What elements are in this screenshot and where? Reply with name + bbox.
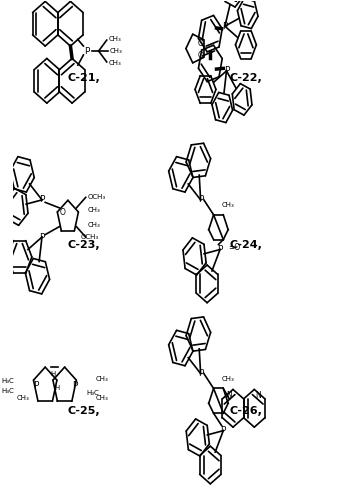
Text: P: P bbox=[217, 245, 223, 254]
Text: C-24,: C-24, bbox=[230, 240, 262, 250]
Text: =O: =O bbox=[228, 243, 240, 251]
Text: P: P bbox=[198, 369, 203, 378]
Text: P: P bbox=[33, 381, 38, 390]
Text: O: O bbox=[198, 51, 203, 60]
Text: CH₃: CH₃ bbox=[87, 207, 100, 213]
Text: CH₃: CH₃ bbox=[108, 60, 121, 66]
Text: N: N bbox=[226, 391, 232, 400]
Text: CH₃: CH₃ bbox=[95, 395, 108, 401]
Text: CH₃: CH₃ bbox=[87, 222, 100, 228]
Text: H: H bbox=[54, 385, 59, 391]
Text: OCH₃: OCH₃ bbox=[81, 234, 99, 240]
Text: P: P bbox=[198, 196, 203, 205]
Text: CH₃: CH₃ bbox=[17, 395, 29, 401]
Text: P: P bbox=[39, 196, 45, 205]
Text: OCH₃: OCH₃ bbox=[87, 195, 105, 201]
Text: C-25,: C-25, bbox=[68, 406, 100, 416]
Text: H: H bbox=[51, 371, 56, 377]
Text: O: O bbox=[198, 39, 203, 48]
Text: C-21,: C-21, bbox=[68, 73, 100, 83]
Text: P: P bbox=[39, 233, 45, 242]
Text: CH₃: CH₃ bbox=[108, 35, 121, 41]
Text: H₃C: H₃C bbox=[2, 388, 15, 394]
Text: P: P bbox=[221, 426, 226, 435]
Text: P: P bbox=[222, 21, 227, 31]
Text: CH₃: CH₃ bbox=[222, 202, 235, 208]
Text: CH₃: CH₃ bbox=[222, 376, 235, 382]
Text: P: P bbox=[224, 66, 229, 75]
Text: P: P bbox=[72, 381, 77, 390]
Text: C-26,: C-26, bbox=[230, 406, 262, 416]
Text: C-22,: C-22, bbox=[230, 73, 262, 83]
Text: P: P bbox=[84, 46, 90, 55]
Text: H₃C: H₃C bbox=[2, 378, 15, 384]
Text: O: O bbox=[60, 208, 66, 217]
Text: C-23,: C-23, bbox=[68, 240, 100, 250]
Text: CH₃: CH₃ bbox=[110, 48, 123, 54]
Text: CH₃: CH₃ bbox=[95, 376, 108, 382]
Text: H₃C: H₃C bbox=[87, 390, 99, 396]
Text: N: N bbox=[255, 391, 261, 400]
